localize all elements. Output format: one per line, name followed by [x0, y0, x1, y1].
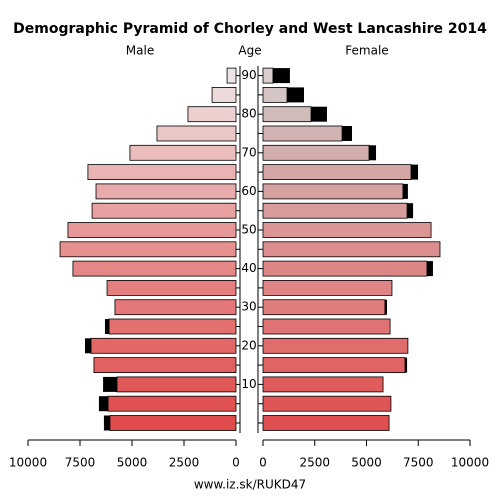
- bar: [116, 376, 237, 393]
- bar: [109, 415, 237, 431]
- bar: [262, 67, 274, 84]
- extra-bar: [411, 164, 419, 180]
- bar: [262, 202, 408, 219]
- bar: [72, 260, 237, 277]
- x-tick-label: 2500: [169, 456, 200, 470]
- bar: [262, 183, 404, 200]
- extra-bar: [384, 299, 387, 315]
- x-tick-label: 7500: [403, 456, 434, 470]
- bar: [91, 202, 237, 219]
- y-tick-label: 80: [241, 107, 256, 121]
- bar: [93, 357, 237, 374]
- extra-bar: [272, 68, 290, 84]
- extra-bar: [311, 106, 327, 122]
- bar: [262, 279, 393, 296]
- bar: [262, 318, 391, 335]
- bar: [262, 260, 428, 277]
- bar: [59, 241, 237, 258]
- extra-bar: [287, 87, 304, 103]
- bar: [108, 318, 237, 335]
- bar: [262, 241, 441, 258]
- bar: [67, 222, 237, 238]
- x-tick-label: 2500: [299, 456, 330, 470]
- x-tick-label: 10000: [9, 456, 47, 470]
- y-tick-label: 20: [241, 338, 256, 352]
- x-tick-label: 7500: [65, 456, 96, 470]
- y-tick-label: 10: [241, 377, 256, 391]
- bar: [129, 144, 237, 161]
- extra-bar: [103, 415, 110, 431]
- extra-bar: [426, 261, 433, 277]
- bar: [107, 395, 237, 412]
- y-tick-label: 30: [241, 300, 256, 314]
- extra-bar: [98, 396, 109, 412]
- bar: [95, 183, 237, 200]
- y-tick-label: 50: [241, 223, 256, 237]
- x-tick-label: 0: [259, 456, 267, 470]
- left-label: Male: [126, 44, 154, 58]
- extra-bar: [103, 376, 118, 392]
- extra-bar: [84, 338, 92, 354]
- bar: [262, 125, 343, 142]
- bar: [262, 222, 432, 238]
- y-tick-label: 40: [241, 261, 256, 275]
- bar: [226, 67, 237, 84]
- bar: [262, 164, 412, 181]
- bar: [262, 337, 409, 354]
- x-tick-label: 5000: [351, 456, 382, 470]
- bar: [87, 164, 237, 181]
- bar: [262, 357, 406, 374]
- right-label: Female: [345, 44, 388, 58]
- y-tick-label: 90: [241, 68, 256, 82]
- chart-title: Demographic Pyramid of Chorley and West …: [13, 21, 487, 37]
- extra-bar: [342, 126, 353, 141]
- y-tick-label: 60: [241, 184, 256, 198]
- bar: [262, 415, 390, 431]
- extra-bar: [368, 145, 377, 161]
- bar: [262, 395, 392, 412]
- bar: [262, 106, 312, 123]
- y-tick-label: 70: [241, 145, 256, 159]
- center-label: Age: [238, 44, 261, 58]
- footer: www.iz.sk/RUKD47: [194, 478, 306, 492]
- bar: [262, 144, 370, 161]
- x-tick-label: 0: [232, 456, 240, 470]
- bar: [262, 87, 288, 103]
- bar: [262, 376, 384, 393]
- x-tick-label: 10000: [451, 456, 489, 470]
- bar: [187, 106, 237, 123]
- x-tick-label: 5000: [117, 456, 148, 470]
- extra-bar: [405, 357, 408, 373]
- extra-bar: [402, 183, 408, 199]
- bar: [114, 299, 237, 316]
- bar: [211, 87, 237, 103]
- bar: [156, 125, 237, 142]
- extra-bar: [104, 319, 110, 334]
- bar: [106, 279, 237, 296]
- bar: [90, 337, 237, 354]
- extra-bar: [407, 203, 414, 219]
- bar: [262, 299, 386, 316]
